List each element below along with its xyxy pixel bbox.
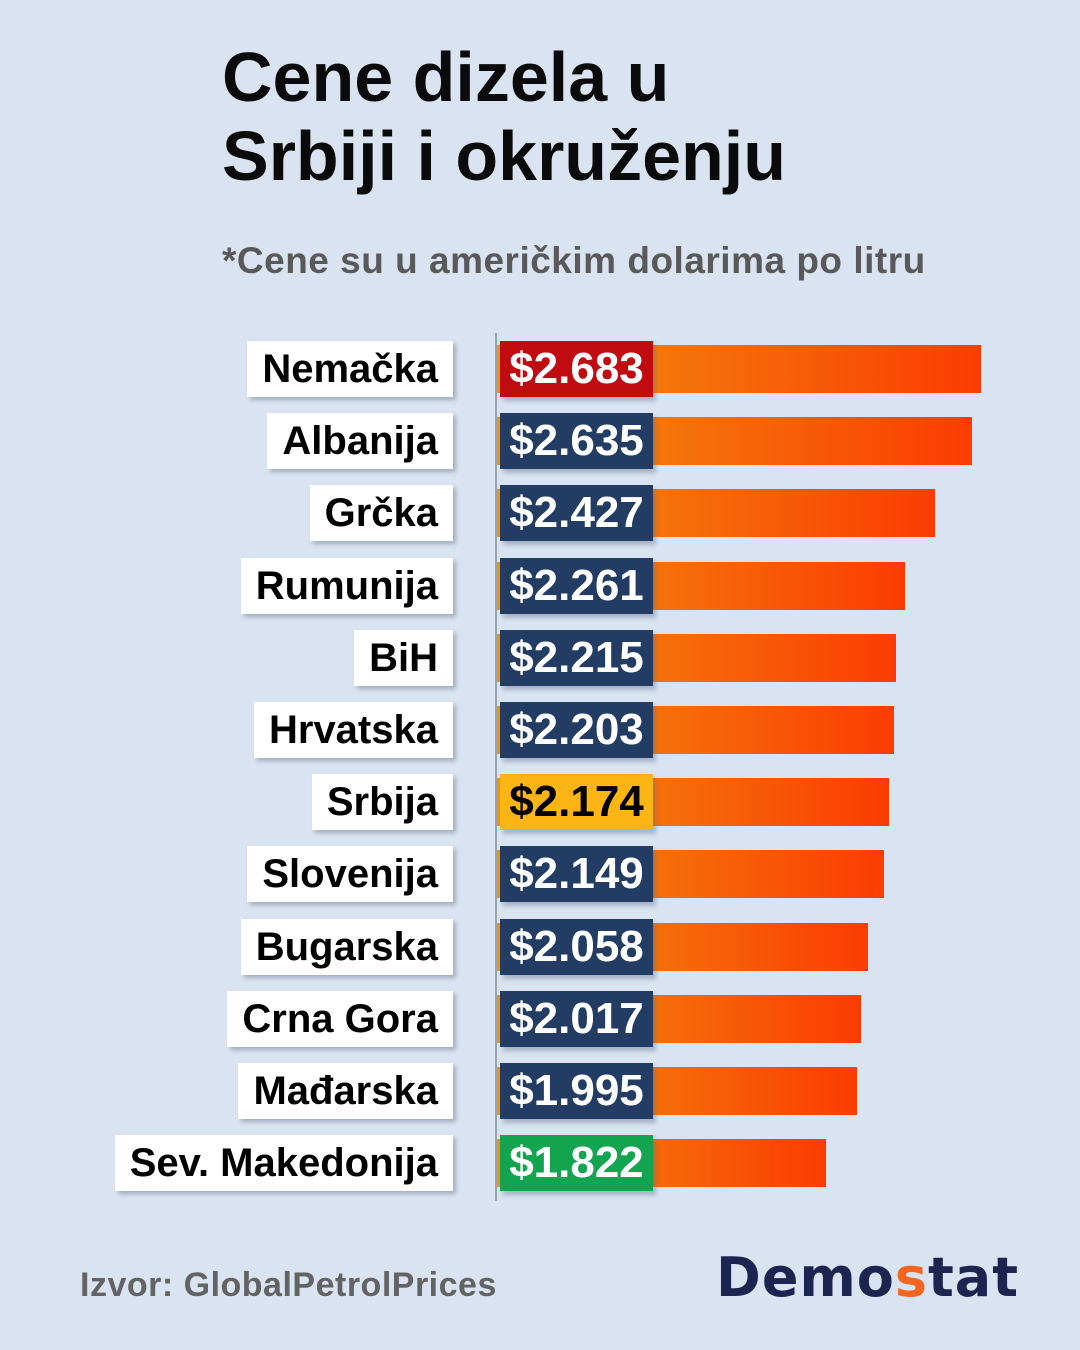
price-value-badge: $1.995: [500, 1063, 653, 1119]
page-title: Cene dizela u Srbiji i okruženju: [222, 38, 926, 196]
price-value-badge: $2.261: [500, 558, 653, 614]
country-label: Sev. Makedonija: [114, 1135, 453, 1191]
country-label: Albanija: [267, 413, 453, 469]
bar-row: Srbija $2.174: [0, 766, 1080, 838]
bar-row: Mađarska $1.995: [0, 1055, 1080, 1127]
price-value-badge: $2.215: [500, 630, 653, 686]
price-value-badge: $2.203: [500, 702, 653, 758]
country-label: Rumunija: [240, 558, 453, 614]
bar-row: BiH $2.215: [0, 622, 1080, 694]
price-value-badge: $2.017: [500, 991, 653, 1047]
title-line-1: Cene dizela u: [222, 38, 670, 116]
price-value-badge: $2.174: [500, 774, 653, 830]
source-credit: Izvor: GlobalPetrolPrices: [80, 1266, 497, 1304]
bar-row: Nemačka $2.683: [0, 333, 1080, 405]
bar-row: Albanija $2.635: [0, 405, 1080, 477]
bar-row: Rumunija $2.261: [0, 550, 1080, 622]
country-label: BiH: [354, 630, 453, 686]
price-value-badge: $2.427: [500, 485, 653, 541]
logo-prefix: Demo: [716, 1246, 895, 1309]
country-label: Nemačka: [247, 341, 453, 397]
price-value-badge: $2.683: [500, 341, 653, 397]
bar-chart: Nemačka $2.683 Albanija $2.635 Grčka $2.427 Ru…: [0, 333, 1080, 1203]
bar-row: Slovenija $2.149: [0, 838, 1080, 910]
header: Cene dizela u Srbiji i okruženju *Cene su…: [222, 38, 926, 282]
price-value-badge: $2.149: [500, 846, 653, 902]
price-value-badge: $2.635: [500, 413, 653, 469]
price-value-badge: $1.822: [500, 1135, 653, 1191]
country-label: Bugarska: [240, 919, 453, 975]
bar-row: Sev. Makedonija $1.822: [0, 1127, 1080, 1199]
bar-row: Crna Gora $2.017: [0, 983, 1080, 1055]
bar-row: Grčka $2.427: [0, 477, 1080, 549]
logo-accent-letter: s: [894, 1246, 928, 1309]
bar-row: Bugarska $2.058: [0, 911, 1080, 983]
axis-line: [495, 333, 497, 1201]
country-label: Grčka: [309, 485, 453, 541]
bar-row: Hrvatska $2.203: [0, 694, 1080, 766]
country-label: Mađarska: [238, 1063, 453, 1119]
price-value-badge: $2.058: [500, 919, 653, 975]
country-label: Srbija: [311, 774, 453, 830]
demostat-logo: Demostat: [716, 1246, 1019, 1309]
title-line-2: Srbiji i okruženju: [222, 117, 786, 196]
country-label: Crna Gora: [227, 991, 453, 1047]
chart-subtitle: *Cene su u američkim dolarima po litru: [222, 240, 926, 282]
country-label: Slovenija: [247, 846, 453, 902]
country-label: Hrvatska: [253, 702, 453, 758]
logo-suffix: tat: [927, 1246, 1020, 1309]
